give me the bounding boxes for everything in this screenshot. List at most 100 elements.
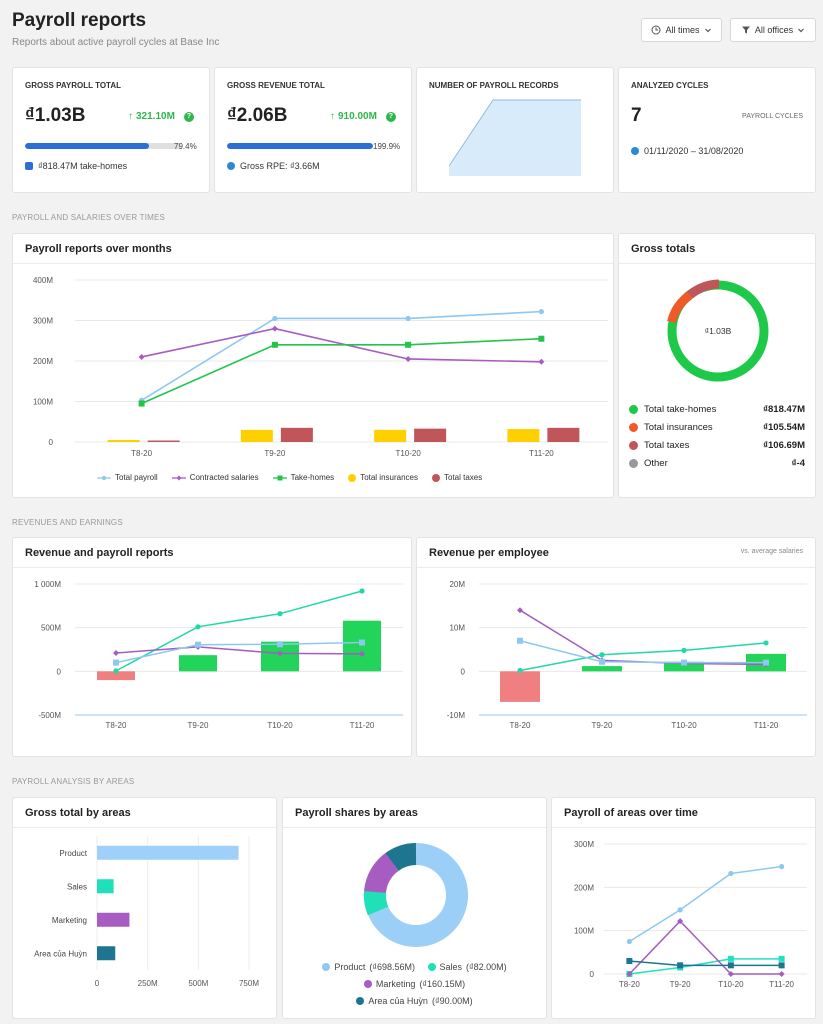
legend-swatch [432, 473, 440, 482]
bar [547, 427, 580, 442]
series-line [629, 958, 782, 975]
kpi-label: GROSS REVENUE TOTAL [227, 81, 325, 90]
legend-swatch [356, 997, 365, 1005]
kpi-delta: ↑ 321.10M ? [128, 111, 194, 122]
legend-swatch [348, 473, 357, 482]
data-point [538, 308, 544, 315]
donut-slice[interactable] [667, 291, 693, 324]
legend-item[interactable]: Marketing (₫160.15M) [363, 976, 465, 992]
donut-slice[interactable] [363, 891, 389, 916]
data-point [517, 667, 523, 674]
chart-legend: Total payroll Contracted salaries Take-h… [97, 473, 482, 482]
card-header: Revenue and payroll reports [13, 538, 411, 568]
legend-item[interactable]: Total insurances [348, 473, 418, 482]
legend-item[interactable]: Area của Huỳn (₫90.00M) [356, 993, 473, 1009]
y-tick-label: -10M [447, 711, 466, 720]
page-title: Payroll reports [12, 10, 147, 31]
legend-item[interactable]: Total taxes [432, 473, 482, 482]
data-point [763, 640, 769, 646]
legend-label: Take-homes [290, 473, 335, 482]
y-tick-label: 100M [33, 398, 53, 407]
legend-value: (₫698.56M) [369, 962, 415, 972]
series-line [519, 642, 767, 672]
data-point [113, 668, 119, 674]
x-tick-label: 500M [188, 979, 208, 988]
donut-center-label: ₫1.03B [705, 326, 732, 336]
donut-slice[interactable] [687, 279, 720, 299]
gross-row-value: ₫106.69M [763, 439, 805, 451]
payroll-records-card: NUMBER OF PAYROLL RECORDS [416, 67, 614, 193]
legend-item[interactable]: Sales (₫82.00M) [427, 959, 507, 975]
card-title: Revenue per employee [429, 547, 549, 559]
card-title: Gross totals [631, 243, 696, 255]
data-point [778, 971, 785, 977]
data-point [405, 315, 411, 322]
gross-row-value: ₫-4 [791, 457, 805, 469]
data-point [677, 907, 683, 913]
donut-slice[interactable] [385, 843, 417, 872]
legend-label: Contracted salaries [189, 473, 259, 482]
data-point [728, 870, 734, 877]
payroll-areas-time-chart: 0 100M 200M 300M T8-20 T9-20 T10-20 T11-20 [574, 840, 807, 989]
progress-label: 199.9% [373, 142, 401, 151]
gross-row: Total taxes ₫106.69M [629, 436, 805, 454]
legend-item[interactable]: Take-homes [272, 473, 335, 482]
all-times-filter[interactable]: All times [641, 18, 722, 42]
legend-swatch [629, 404, 638, 414]
bar [97, 879, 114, 894]
progress-label: 79.4% [174, 142, 197, 151]
help-icon[interactable]: ? [385, 111, 396, 122]
gross-row-label: Total take-homes [644, 403, 717, 415]
bar [414, 428, 447, 442]
help-icon[interactable]: ? [183, 111, 194, 122]
y-tick-label: 20M [449, 580, 465, 589]
revenue-payroll-card: Revenue and payroll reports -500M 0 500M 1 … [12, 537, 412, 757]
data-point [517, 607, 523, 614]
data-point [626, 971, 633, 977]
all-times-label: All times [665, 25, 700, 35]
payroll-months-card: Payroll reports over months 0 100M 200M 300… [12, 233, 614, 498]
legend-swatch [227, 162, 235, 170]
progress-bar [227, 143, 373, 149]
y-tick-label: 300M [33, 317, 53, 326]
y-tick-label: -500M [38, 711, 61, 720]
gross-row-label: Total insurances [644, 421, 713, 433]
all-offices-filter[interactable]: All offices [730, 18, 816, 42]
y-tick-label: 300M [574, 840, 594, 849]
series-line [629, 960, 782, 967]
payroll-shares-donut [363, 843, 468, 947]
bar [179, 655, 217, 672]
analyzed-cycles-card: ANALYZED CYCLES 7 PAYROLL CYCLES 01/11/2… [618, 67, 816, 193]
y-tick-label: 10M [449, 624, 465, 633]
section-label: REVENUES AND EARNINGS [12, 518, 123, 527]
legend-item[interactable]: Contracted salaries [171, 473, 259, 482]
x-tick-label: T8-20 [106, 721, 127, 730]
y-tick-label: 0 [49, 438, 54, 447]
gross-areas-chart: 0 250M 500M 750M Product Sales Marketing Area c… [34, 836, 259, 988]
x-tick-label: 0 [95, 979, 100, 988]
bar [374, 429, 407, 442]
legend-item[interactable]: Product (₫698.56M) [322, 959, 415, 975]
data-point [727, 955, 734, 962]
kpi-label: NUMBER OF PAYROLL RECORDS [429, 81, 559, 90]
data-point [779, 863, 785, 870]
legend-item[interactable]: Total payroll [97, 473, 158, 482]
y-tick-label: 0 [461, 667, 466, 676]
kpi-delta: ↑ 910.00M ? [330, 111, 396, 122]
cycles-unit: PAYROLL CYCLES [742, 113, 803, 120]
revenue-employee-chart: -10M 0 10M 20M T8-20 T9-20 T10-20 T11-20 [447, 580, 807, 730]
note-value: ₫3.66M [290, 161, 320, 171]
kpi-label: GROSS PAYROLL TOTAL [25, 81, 122, 90]
kpi-note: Gross RPE: ₫3.66M [227, 161, 320, 171]
arrow-up-icon: ↑ [128, 111, 133, 122]
data-point [538, 335, 545, 342]
y-tick-label: 400M [33, 276, 53, 285]
legend-swatch [25, 162, 33, 170]
donut-slice[interactable] [364, 853, 399, 894]
card-title: Revenue and payroll reports [25, 547, 174, 559]
data-point [359, 588, 365, 594]
section-label: PAYROLL ANALYSIS BY AREAS [12, 777, 135, 786]
category-label: Marketing [52, 916, 87, 925]
series-line [115, 590, 363, 672]
revenue-employee-card: Revenue per employee vs. average salarie… [416, 537, 816, 757]
